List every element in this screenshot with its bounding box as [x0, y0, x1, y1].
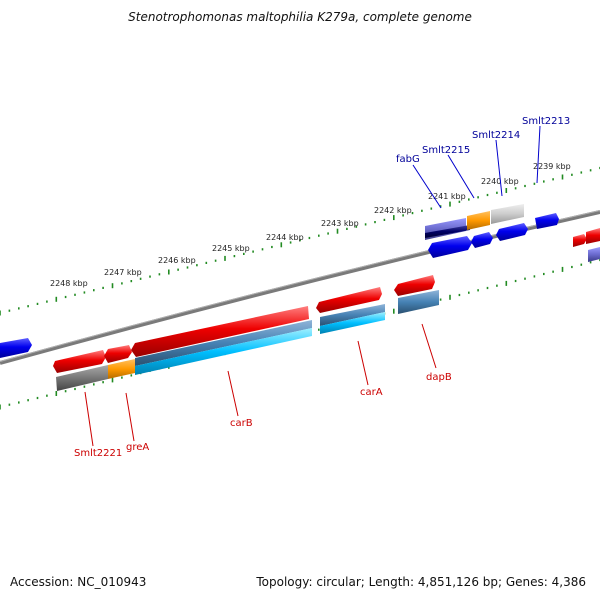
feature-red-right2	[586, 228, 600, 244]
kbp-label: 2242 kbp	[374, 206, 412, 215]
gene-label-carb: carB	[230, 418, 253, 429]
accession-text: Accession: NC_010943	[10, 575, 147, 589]
gene-label-dapb: dapB	[426, 372, 452, 383]
feature-lightgray	[491, 204, 524, 224]
kbp-label: 2248 kbp	[50, 279, 88, 288]
cds-smlt2221	[53, 350, 106, 373]
feature-purple-right	[588, 247, 600, 262]
cds-cara	[316, 287, 382, 313]
kbp-label: 2245 kbp	[212, 244, 250, 253]
feature-navy	[425, 225, 470, 238]
kbp-label: 2246 kbp	[158, 256, 196, 265]
reverse-cds-left	[0, 338, 32, 358]
gene-label-smlt2214: Smlt2214	[472, 130, 520, 141]
reverse-cds-3	[496, 223, 528, 241]
kbp-label: 2244 kbp	[266, 233, 304, 242]
gene-labels-top: Smlt2213 Smlt2214 Smlt2215 fabG	[396, 116, 570, 165]
gene-label-grea: greA	[126, 442, 149, 453]
reverse-cds-1	[428, 236, 472, 258]
cds-carb	[131, 306, 309, 357]
scale-ticks-upper	[0, 166, 600, 316]
forward-cds-upper	[535, 213, 559, 229]
gene-label-smlt2215: Smlt2215	[422, 145, 470, 156]
feature-red-right	[573, 234, 587, 247]
cds-dapb	[394, 275, 435, 296]
topology-summary: Topology: circular; Length: 4,851,126 bp…	[256, 575, 586, 589]
domain-cyan-cara	[320, 312, 385, 334]
kbp-label: 2241 kbp	[428, 192, 466, 201]
cds-grea	[104, 345, 132, 363]
kbp-label: 2240 kbp	[481, 177, 519, 186]
domain-steel-cara	[320, 304, 385, 326]
feature-orange	[467, 211, 490, 230]
domain-steel-dapb	[398, 290, 439, 314]
gene-labels-bottom: Smlt2221 greA carB carA dapB	[74, 372, 452, 459]
gene-label-fabg: fabG	[396, 154, 420, 165]
domain-orange	[108, 359, 135, 379]
lower-features	[53, 275, 439, 391]
gene-label-smlt2221: Smlt2221	[74, 448, 122, 459]
kbp-label: 2243 kbp	[321, 219, 359, 228]
gene-label-smlt2213: Smlt2213	[522, 116, 570, 127]
kbp-label: 2239 kbp	[533, 162, 571, 171]
reverse-cds-2	[471, 232, 493, 248]
upper-features	[0, 204, 600, 358]
domain-cyan	[135, 328, 312, 375]
kbp-label: 2247 kbp	[104, 268, 142, 277]
map-title: Stenotrophomonas maltophilia K279a, comp…	[128, 10, 472, 24]
gene-label-cara: carA	[360, 387, 383, 398]
kbp-labels: 2239 kbp 2240 kbp 2241 kbp 2242 kbp 2243…	[50, 162, 571, 288]
leader-lines	[84, 125, 541, 447]
domain-gray	[56, 365, 108, 391]
domain-steel	[135, 320, 312, 366]
